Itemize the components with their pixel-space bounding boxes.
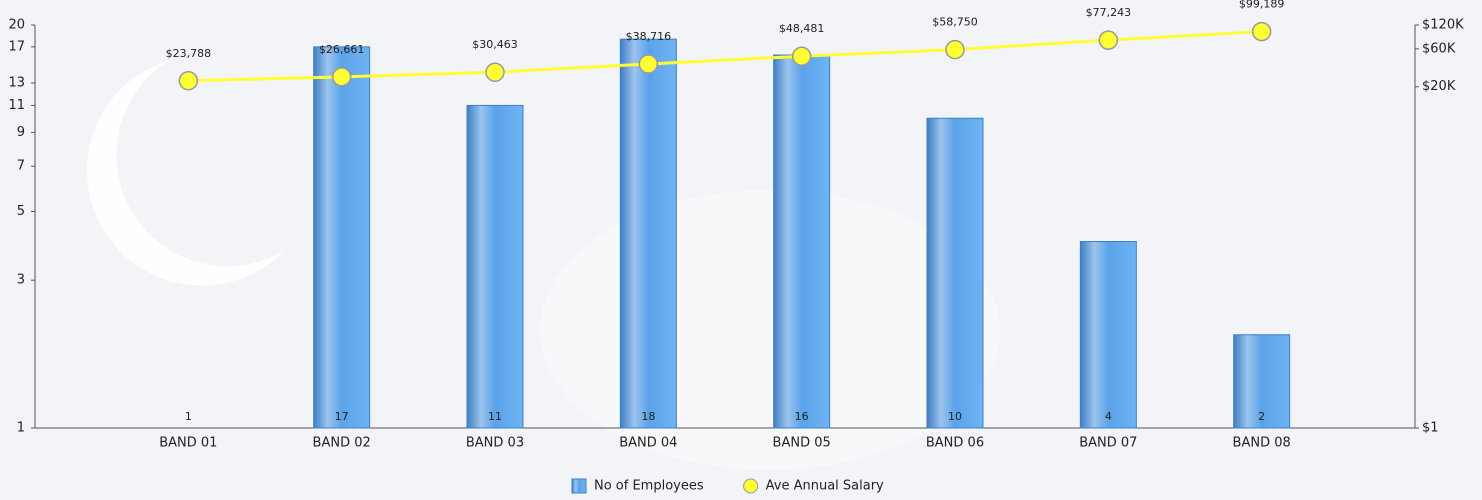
y-tick-label: 5 (17, 204, 25, 219)
x-tick-label: BAND 07 (1079, 436, 1137, 451)
salary-value-label: $30,463 (472, 38, 518, 51)
bar-value-label: 11 (488, 410, 502, 423)
salary-line (188, 30, 1262, 83)
salary-value-label: $38,716 (626, 30, 672, 43)
salary-marker (485, 62, 505, 82)
bar-value-label: 10 (948, 410, 962, 423)
legend: No of Employees Ave Annual Salary (571, 478, 884, 494)
legend-swatch (743, 478, 759, 494)
salary-marker (1251, 21, 1272, 42)
y-tick-label: 1 (17, 421, 25, 436)
legend-label: Ave Annual Salary (766, 479, 884, 494)
y-tick-label: 17 (8, 39, 25, 54)
bar (466, 104, 524, 429)
salary-value-label: $77,243 (1086, 6, 1132, 19)
bar (926, 117, 984, 429)
salary-value-label: $99,189 (1239, 0, 1285, 11)
bar (773, 54, 831, 429)
bar-value-label: 4 (1105, 410, 1112, 423)
salary-marker (331, 67, 352, 87)
x-tick-label: BAND 08 (1233, 436, 1291, 451)
bar-value-label: 1 (185, 410, 192, 423)
salary-marker (791, 46, 812, 66)
legend-swatch (571, 478, 587, 494)
watermark (86, 60, 1000, 470)
y2-tick-label: $120K (1422, 18, 1464, 33)
bar (313, 46, 371, 429)
x-tick-label: BAND 02 (313, 436, 371, 451)
bar-value-label: 16 (795, 410, 809, 423)
legend-label: No of Employees (594, 479, 704, 494)
bar (1233, 334, 1291, 429)
y2-tick-label: $60K (1422, 41, 1456, 56)
y-tick-label: 13 (8, 75, 25, 90)
x-tick-label: BAND 04 (619, 436, 677, 451)
y-tick-label: 11 (8, 98, 25, 113)
salary-value-label: $23,788 (166, 47, 212, 60)
y-tick-label: 9 (17, 125, 25, 140)
salary-marker (945, 39, 965, 60)
salary-marker (1098, 30, 1119, 50)
x-tick-label: BAND 06 (926, 436, 984, 451)
salary-marker (178, 71, 199, 91)
bar (1079, 241, 1137, 429)
bar-value-label: 18 (641, 410, 655, 423)
x-tick-label: BAND 01 (159, 436, 217, 451)
bar (619, 38, 677, 429)
salary-value-label: $58,750 (932, 16, 978, 29)
salary-value-label: $26,661 (319, 43, 365, 56)
y-tick-label: 3 (17, 273, 25, 288)
bar-value-label: 17 (335, 410, 349, 423)
y2-tick-label: $1 (1422, 421, 1439, 436)
y-tick-label: 7 (17, 159, 25, 174)
bar-value-label: 2 (1258, 410, 1265, 423)
salary-marker (638, 54, 659, 74)
salary-value-label: $48,481 (779, 22, 825, 35)
y-tick-label: 20 (8, 18, 25, 33)
y2-tick-label: $20K (1422, 79, 1456, 94)
x-tick-label: BAND 03 (466, 436, 524, 451)
x-tick-label: BAND 05 (773, 436, 831, 451)
